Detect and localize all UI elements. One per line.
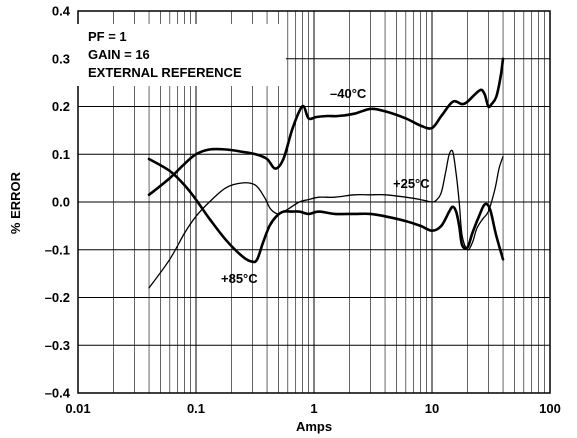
x-tick-label: 10 bbox=[425, 401, 439, 416]
series-label-plus85: +85°C bbox=[221, 271, 258, 286]
y-tick-label: –0.1 bbox=[45, 242, 70, 257]
annotation-pf: PF = 1 bbox=[88, 29, 127, 44]
annotation-reference: EXTERNAL REFERENCE bbox=[88, 65, 242, 80]
y-tick-label: 0.2 bbox=[52, 99, 70, 114]
x-axis-title: Amps bbox=[296, 419, 332, 434]
series-lines bbox=[147, 57, 505, 289]
x-tick-label: 1 bbox=[310, 401, 317, 416]
y-tick-label: –0.4 bbox=[45, 386, 71, 401]
series-label-minus40: –40°C bbox=[330, 86, 367, 101]
y-tick-label: –0.2 bbox=[45, 290, 70, 305]
y-tick-label: –0.3 bbox=[45, 338, 70, 353]
series-label-plus25: +25°C bbox=[393, 176, 430, 191]
y-tick-label: 0.1 bbox=[52, 147, 70, 162]
y-tick-label: 0.3 bbox=[52, 51, 70, 66]
series-line-plus85 bbox=[147, 157, 505, 264]
plot-frame bbox=[77, 10, 551, 394]
y-tick-label: 0.0 bbox=[52, 195, 70, 210]
tick-labels: 0.01 0.1 1 10 100 0.4 0.3 0.2 0.1 0.0 –0.1 –0.2 –0.3… bbox=[45, 4, 561, 417]
series-line-plus25 bbox=[148, 149, 504, 289]
series-line-minus40 bbox=[147, 57, 505, 197]
y-tick-label: 0.4 bbox=[52, 4, 71, 19]
x-tick-label: 100 bbox=[539, 401, 561, 416]
x-tick-label: 0.01 bbox=[65, 401, 90, 416]
y-axis-title: % ERROR bbox=[8, 171, 23, 234]
condition-legend: PF = 1 GAIN = 16 EXTERNAL REFERENCE bbox=[77, 24, 286, 86]
annotation-gain: GAIN = 16 bbox=[88, 47, 150, 62]
x-tick-label: 0.1 bbox=[187, 401, 205, 416]
condition-legend-box bbox=[77, 24, 286, 86]
